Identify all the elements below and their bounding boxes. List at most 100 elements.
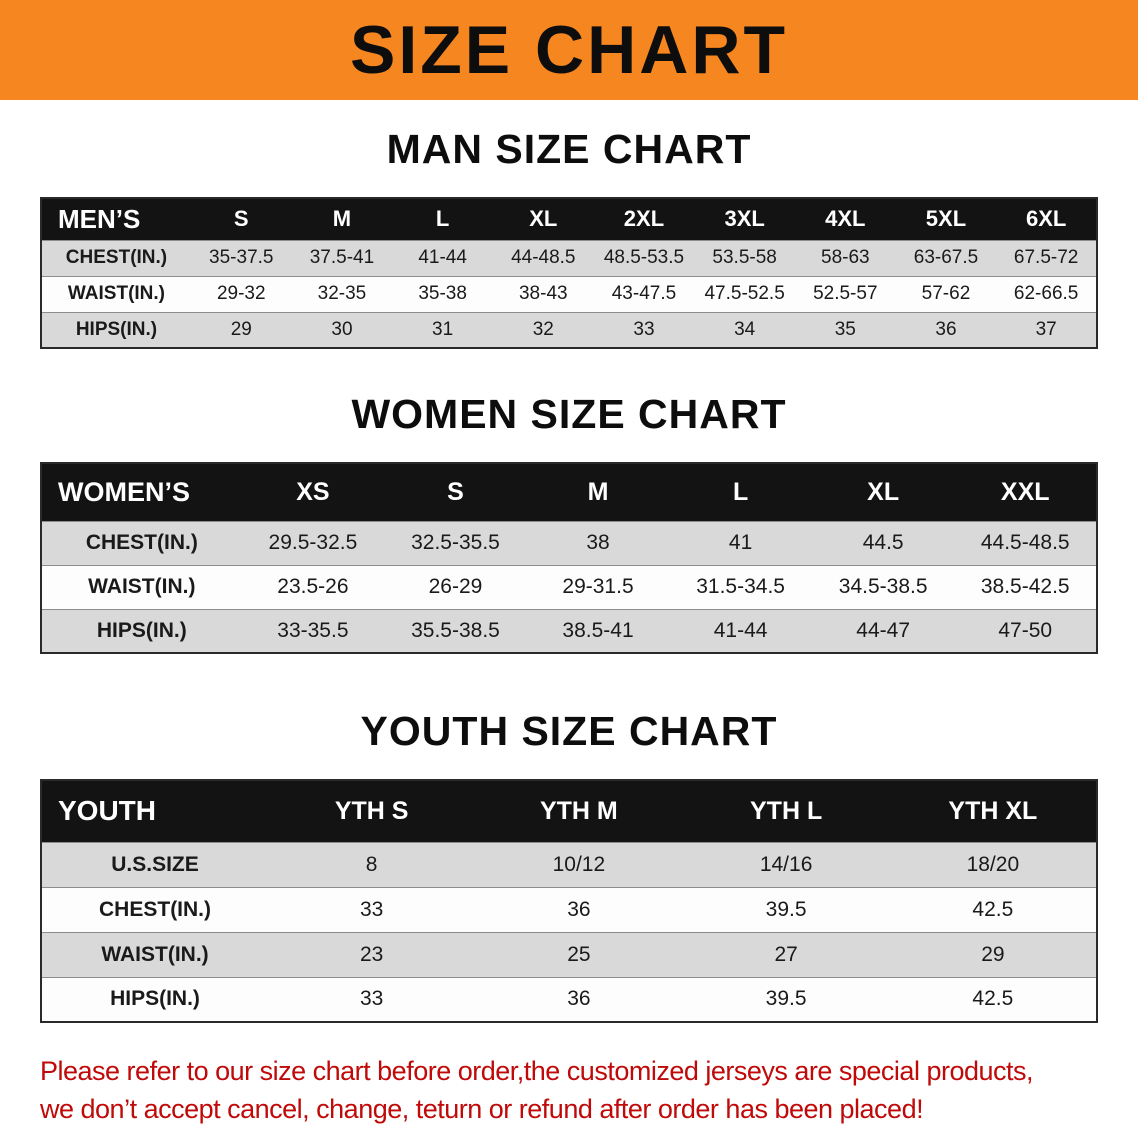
value-cell: 47-50 [998, 618, 1053, 642]
value-cell: 53.5-58 [712, 247, 777, 268]
value-cell: 33-35.5 [277, 618, 349, 642]
value-cell: 27 [774, 942, 798, 966]
value-cell: 44-48.5 [511, 247, 576, 268]
size-header-cell: S [190, 198, 292, 240]
value-cell: 44.5 [862, 531, 904, 554]
table-header-row: YOUTH YTH S YTH M YTH L YTH XL [41, 780, 1097, 842]
table-row: WAIST(IN.) 29-32 32-35 35-38 38-43 43-47.5 47.… [41, 276, 1097, 312]
size-header-cell: 2XL [593, 198, 695, 240]
size-header-cell: XXL [954, 463, 1097, 521]
table-header-row: MEN’S S M L XL 2XL 3XL 4XL 5XL 6XL [41, 198, 1097, 240]
size-header-cell: 4XL [794, 198, 896, 240]
value-cell: 44-47 [856, 618, 911, 642]
value-cell: 52.5-57 [813, 283, 878, 304]
table-row: WAIST(IN.) 23 25 27 29 [41, 932, 1097, 977]
table-title-cell: WOMEN’S [41, 463, 242, 521]
table-row: CHEST(IN.) 29.5-32.5 32.5-35.5 38 41 44.5 44.5… [41, 521, 1097, 565]
value-cell: 58-63 [821, 247, 870, 268]
size-header-cell: M [291, 198, 393, 240]
table-row: HIPS(IN.) 29 30 31 32 33 34 35 36 37 [41, 312, 1097, 348]
value-cell: 36 [935, 318, 957, 340]
banner: SIZE CHART [0, 0, 1138, 100]
value-cell: 35-37.5 [209, 247, 274, 268]
value-cell: 31 [432, 318, 454, 340]
table-title-cell: MEN’S [41, 198, 191, 240]
value-cell: 63-67.5 [913, 247, 979, 268]
table-row: CHEST(IN.) 33 36 39.5 42.5 [41, 887, 1097, 932]
value-cell: 29 [981, 942, 1005, 966]
size-header-cell: YTH M [475, 780, 683, 842]
row-label-cell: U.S.SIZE [111, 852, 199, 876]
row-label-cell: CHEST(IN.) [65, 247, 168, 268]
value-cell: 35.5-38.5 [411, 618, 500, 642]
table-row: HIPS(IN.) 33 36 39.5 42.5 [41, 977, 1097, 1022]
value-cell: 41 [728, 531, 753, 554]
size-header-cell: M [526, 463, 670, 521]
value-cell: 10/12 [552, 852, 606, 876]
row-label-cell: CHEST(IN.) [99, 897, 212, 921]
value-cell: 44.5-48.5 [980, 531, 1070, 554]
value-cell: 67.5-72 [1013, 247, 1079, 268]
table-row: HIPS(IN.) 33-35.5 35.5-38.5 38.5-41 41-44 44-… [41, 609, 1097, 653]
youth-size-table: YOUTH YTH S YTH M YTH L YTH XL U.S.SIZE 8 10/12… [40, 779, 1098, 1023]
value-cell: 48.5-53.5 [603, 247, 685, 268]
row-label-cell: WAIST(IN.) [67, 283, 166, 304]
value-cell: 37 [1035, 318, 1057, 340]
row-label-cell: WAIST(IN.) [101, 942, 209, 966]
table-row: CHEST(IN.) 35-37.5 37.5-41 41-44 44-48.5 48.5… [41, 240, 1097, 276]
value-cell: 42.5 [972, 987, 1014, 1011]
value-cell: 33 [359, 987, 384, 1011]
value-cell: 29 [230, 318, 252, 340]
size-header-cell: XS [241, 463, 385, 521]
youth-size-chart-section: YOUTH SIZE CHART YOUTH YTH S YTH M YTH L YTH… [0, 708, 1138, 1023]
disclaimer-line-1: Please refer to our size chart before or… [40, 1056, 1034, 1086]
value-cell: 32 [532, 318, 554, 340]
value-cell: 35 [834, 318, 856, 340]
page-title: SIZE CHART [350, 12, 788, 88]
value-cell: 23.5-26 [277, 575, 349, 598]
table-row: U.S.SIZE 8 10/12 14/16 18/20 [41, 842, 1097, 887]
value-cell: 35-38 [418, 283, 467, 304]
value-cell: 18/20 [966, 852, 1020, 876]
size-header-cell: L [669, 463, 812, 521]
value-cell: 34 [734, 318, 756, 340]
women-size-table: WOMEN’S XS S M L XL XXL CHEST(IN.) 29.5-32.5 32.5… [40, 462, 1098, 654]
row-label-cell: HIPS(IN.) [75, 318, 158, 340]
value-cell: 41-44 [713, 618, 768, 642]
size-header-cell: XL [492, 198, 594, 240]
value-cell: 36 [567, 897, 591, 921]
value-cell: 30 [331, 318, 353, 340]
value-cell: 31.5-34.5 [696, 575, 785, 598]
size-header-cell: 6XL [996, 198, 1097, 240]
value-cell: 43-47.5 [611, 283, 677, 304]
size-header-cell: 3XL [694, 198, 795, 240]
value-cell: 57-62 [921, 283, 971, 304]
section-heading-men: MAN SIZE CHART [386, 126, 752, 172]
women-size-chart-section: WOMEN SIZE CHART WOMEN’S XS S M L XL XXL CHEST(… [0, 391, 1138, 654]
value-cell: 38-43 [518, 283, 568, 304]
value-cell: 42.5 [972, 897, 1014, 921]
men-size-table: MEN’S S M L XL 2XL 3XL 4XL 5XL 6XL CHEST(IN.) 35-37… [40, 197, 1098, 349]
table-header-row: WOMEN’S XS S M L XL XXL [41, 463, 1097, 521]
value-cell: 39.5 [765, 897, 807, 921]
size-header-cell: YTH XL [889, 780, 1097, 842]
value-cell: 26-29 [428, 575, 483, 598]
value-cell: 33 [359, 897, 384, 921]
section-heading-women: WOMEN SIZE CHART [351, 391, 787, 437]
value-cell: 38.5-41 [562, 618, 634, 642]
size-header-cell: S [384, 463, 527, 521]
table-row: WAIST(IN.) 23.5-26 26-29 29-31.5 31.5-34.5 34… [41, 565, 1097, 609]
value-cell: 34.5-38.5 [838, 575, 928, 598]
value-cell: 25 [567, 942, 591, 966]
value-cell: 29-31.5 [562, 575, 634, 598]
men-size-chart-section: MAN SIZE CHART MEN’S S M L XL 2XL 3XL 4XL 5XL 6XL… [0, 126, 1138, 349]
size-header-cell: YTH S [268, 780, 476, 842]
size-header-cell: L [392, 198, 493, 240]
row-label-cell: WAIST(IN.) [88, 575, 196, 598]
value-cell: 41-44 [418, 247, 467, 268]
value-cell: 14/16 [759, 852, 813, 876]
value-cell: 62-66.5 [1013, 283, 1079, 304]
value-cell: 36 [567, 987, 591, 1011]
value-cell: 23 [359, 942, 384, 966]
